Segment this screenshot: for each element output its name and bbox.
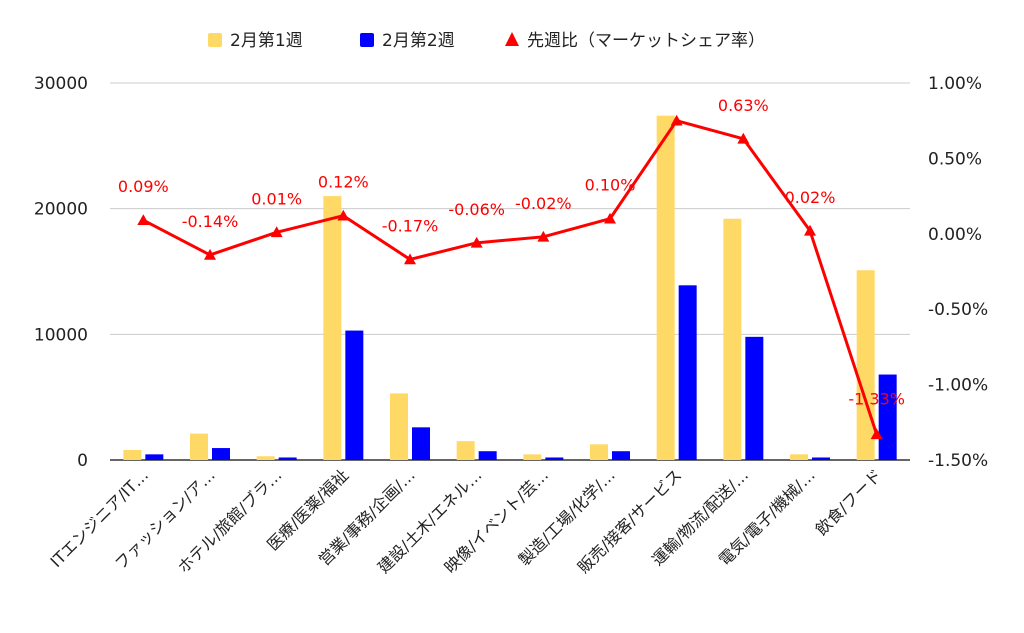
line-point bbox=[737, 132, 750, 144]
line-point bbox=[537, 230, 550, 242]
line-point bbox=[804, 224, 816, 236]
bar-1 bbox=[723, 218, 742, 460]
line-point bbox=[204, 248, 216, 260]
legend: 2月第1週 2月第2週 先週比（マーケットシェア率） bbox=[208, 31, 765, 51]
line-point bbox=[670, 114, 683, 126]
line-point bbox=[137, 214, 150, 226]
legend-label: 2月第1週 bbox=[230, 31, 303, 51]
bar-2 bbox=[278, 457, 297, 460]
bar-1 bbox=[323, 196, 342, 460]
legend-swatch bbox=[360, 33, 374, 47]
left-tick-label: 20000 bbox=[34, 200, 88, 220]
line-point bbox=[470, 236, 483, 248]
share-line bbox=[142, 119, 879, 435]
bar-2 bbox=[478, 451, 497, 460]
bar-1 bbox=[256, 456, 275, 460]
left-tick-label: 30000 bbox=[34, 74, 88, 94]
bar-1 bbox=[390, 393, 408, 460]
data-label: 0.12% bbox=[318, 173, 369, 192]
bar-2 bbox=[545, 457, 564, 460]
legend-swatch bbox=[208, 33, 222, 47]
right-tick-label: -0.50% bbox=[928, 300, 988, 320]
bar-1 bbox=[790, 454, 808, 460]
data-label: -1.33% bbox=[848, 389, 905, 408]
bar-1 bbox=[590, 444, 608, 460]
right-tick-label: 0.00% bbox=[928, 225, 982, 245]
bar-2 bbox=[878, 374, 897, 460]
line-point bbox=[270, 226, 283, 238]
bar-1 bbox=[523, 454, 542, 460]
bar-2 bbox=[145, 454, 164, 460]
bar-1 bbox=[856, 270, 875, 460]
line-point bbox=[404, 253, 416, 265]
bar-1 bbox=[456, 441, 475, 460]
bar-2 bbox=[412, 427, 430, 460]
bar-1 bbox=[190, 433, 208, 460]
legend-label: 2月第2週 bbox=[382, 31, 455, 51]
category-labels: ITエンジニア/IT…ファッション/ア…ホテル/旅館/ブラ…医療/医薬/福祉営業… bbox=[47, 465, 886, 577]
data-label: 0.63% bbox=[718, 96, 769, 115]
data-label: -0.02% bbox=[515, 194, 572, 213]
data-label: 0.01% bbox=[251, 189, 302, 208]
bar-2 bbox=[345, 330, 364, 460]
data-label: -0.06% bbox=[448, 200, 505, 219]
data-label: -0.14% bbox=[182, 212, 239, 231]
data-label: 0.10% bbox=[585, 176, 636, 195]
bar-1 bbox=[656, 115, 675, 460]
right-axis-ticks: 1.00% 0.50% 0.00% -0.50% -1.00% -1.50% bbox=[928, 74, 988, 471]
bar-2 bbox=[745, 336, 764, 460]
share-line-series: 0.09% -0.14% 0.01% 0.12% -0.17% -0.06% -0.02% 0… bbox=[118, 96, 905, 440]
bars bbox=[123, 115, 897, 460]
bar-2 bbox=[812, 457, 830, 460]
bar-2 bbox=[212, 448, 230, 460]
left-tick-label: 10000 bbox=[34, 325, 88, 345]
data-label: 0.02% bbox=[785, 188, 836, 207]
category-label: 飲食/フード bbox=[812, 465, 886, 539]
bar-2 bbox=[678, 285, 697, 460]
bar-2 bbox=[612, 451, 630, 460]
line-point bbox=[337, 209, 350, 221]
line-point bbox=[870, 428, 883, 440]
left-axis-ticks: 0 10000 20000 30000 bbox=[34, 74, 88, 471]
left-tick-label: 0 bbox=[77, 451, 88, 471]
right-tick-label: 1.00% bbox=[928, 74, 982, 94]
legend-swatch bbox=[505, 32, 519, 46]
legend-label: 先週比（マーケットシェア率） bbox=[527, 31, 765, 51]
line-point bbox=[604, 212, 616, 224]
data-label: -0.17% bbox=[382, 216, 439, 235]
right-tick-label: -1.00% bbox=[928, 376, 988, 396]
data-label: 0.09% bbox=[118, 177, 169, 196]
gridlines bbox=[110, 82, 910, 461]
right-tick-label: 0.50% bbox=[928, 149, 982, 169]
right-tick-label: -1.50% bbox=[928, 451, 988, 471]
bar-1 bbox=[123, 449, 142, 460]
